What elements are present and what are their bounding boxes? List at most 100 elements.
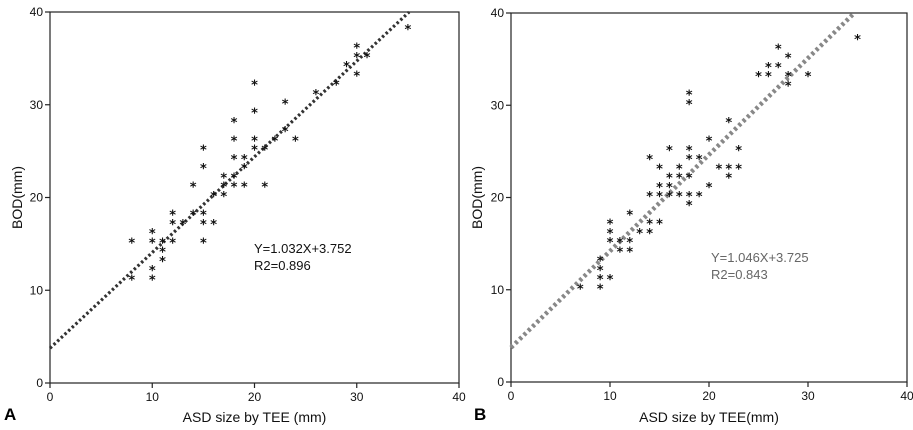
panel-b: 0 10 20 30 40 0 10 20 30 40 ASD size by TEE(mm) BOD…	[469, 6, 913, 425]
panel-label: B	[474, 405, 486, 424]
data-point: *	[696, 153, 703, 168]
x-tick-label: 0	[47, 390, 54, 404]
data-point: *	[128, 273, 135, 288]
data-point: *	[686, 98, 693, 113]
data-point: *	[607, 273, 614, 288]
data-point: *	[231, 116, 238, 131]
data-point: *	[159, 246, 166, 261]
data-point: *	[292, 134, 299, 149]
y-tick-label: 30	[491, 98, 505, 112]
data-point: *	[706, 181, 713, 196]
data-point: *	[725, 116, 732, 131]
data-point: *	[785, 70, 792, 85]
data-point: *	[686, 153, 693, 168]
data-point: *	[785, 52, 792, 67]
panel-label: A	[4, 405, 16, 424]
data-point: *	[353, 69, 360, 84]
data-point: *	[735, 144, 742, 159]
data-point: *	[646, 227, 653, 242]
data-point: *	[200, 144, 207, 159]
data-point: *	[251, 144, 258, 159]
data-point: *	[128, 236, 135, 251]
data-point: *	[765, 61, 772, 76]
data-point: *	[706, 135, 713, 150]
regression-annotation: R2=0.896	[254, 258, 311, 273]
data-point: *	[404, 23, 411, 38]
data-point: *	[626, 236, 633, 251]
data-point: *	[577, 282, 584, 297]
data-point: *	[251, 79, 258, 94]
data-point: *	[755, 70, 762, 85]
data-point: *	[775, 61, 782, 76]
data-point: *	[200, 209, 207, 224]
data-point: *	[241, 153, 248, 168]
x-tick-label: 20	[702, 389, 716, 403]
y-axis-label: BOD(mm)	[469, 166, 485, 229]
regression-annotation: R2=0.843	[711, 267, 768, 282]
y-tick-label: 0	[497, 375, 504, 389]
data-point: *	[626, 245, 633, 260]
data-point: *	[666, 172, 673, 187]
x-tick-label: 40	[900, 389, 913, 403]
data-point: *	[353, 51, 360, 66]
data-point: *	[159, 236, 166, 251]
data-point: *	[854, 33, 861, 48]
data-point: *	[364, 51, 371, 66]
y-tick-label: 40	[30, 5, 44, 19]
data-point: *	[686, 172, 693, 187]
data-point: *	[646, 153, 653, 168]
x-tick-label: 40	[452, 390, 466, 404]
data-point: *	[597, 264, 604, 279]
data-point: *	[149, 236, 156, 251]
data-point: *	[656, 218, 663, 233]
regression-line	[48, 10, 411, 350]
data-point: *	[686, 144, 693, 159]
x-axis-label: ASD size by TEE(mm)	[639, 409, 779, 425]
data-point: *	[597, 255, 604, 270]
data-point: *	[666, 181, 673, 196]
data-point: *	[231, 181, 238, 196]
data-point: *	[785, 79, 792, 94]
data-point: *	[656, 181, 663, 196]
data-point: *	[159, 255, 166, 270]
data-point: *	[686, 89, 693, 104]
data-point: *	[282, 125, 289, 140]
data-point: *	[715, 162, 722, 177]
y-tick-label: 40	[491, 6, 505, 20]
data-point: *	[200, 236, 207, 251]
data-point: *	[220, 171, 227, 186]
data-point: *	[725, 172, 732, 187]
regression-line	[509, 11, 856, 350]
data-point: *	[210, 190, 217, 205]
data-point: *	[607, 227, 614, 242]
data-point: *	[686, 199, 693, 214]
data-point: *	[200, 218, 207, 233]
data-point: *	[190, 209, 197, 224]
plot-frame	[510, 12, 908, 383]
y-tick-label: 10	[30, 283, 44, 297]
data-point: *	[272, 134, 279, 149]
data-point: *	[231, 134, 238, 149]
data-point: *	[210, 218, 217, 233]
x-axis-label: ASD size by TEE (mm)	[183, 409, 327, 425]
regression-annotation: Y=1.032X+3.752	[254, 241, 352, 256]
data-point: *	[251, 134, 258, 149]
data-point: *	[220, 181, 227, 196]
plot-frame	[49, 11, 460, 384]
data-point: *	[656, 162, 663, 177]
data-point: *	[343, 60, 350, 75]
data-point: *	[149, 273, 156, 288]
data-point: *	[607, 236, 614, 251]
y-tick-label: 10	[491, 283, 505, 297]
x-tick-label: 0	[508, 389, 515, 403]
data-point: *	[686, 190, 693, 205]
data-point: *	[597, 282, 604, 297]
data-point: *	[190, 181, 197, 196]
data-point: *	[200, 162, 207, 177]
data-point: *	[353, 42, 360, 57]
y-tick-label: 20	[30, 191, 44, 205]
data-point: *	[666, 144, 673, 159]
data-point: *	[282, 97, 289, 112]
data-point: *	[231, 153, 238, 168]
